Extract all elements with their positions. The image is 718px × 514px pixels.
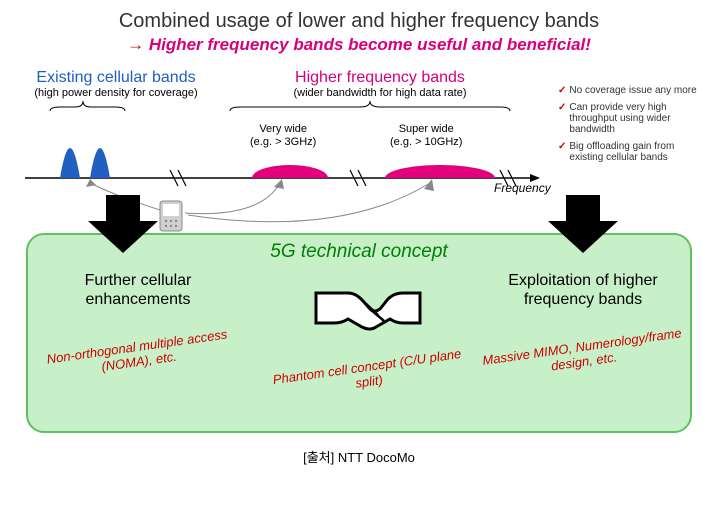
check-icon: ✓ [558,85,566,96]
subtitle: → Higher frequency bands become useful a… [20,35,698,55]
check-icon: ✓ [558,141,566,163]
down-arrow-icon [548,195,618,255]
bullet-item: ✓No coverage issue any more [558,85,698,96]
bullet-item: ✓Big offloading gain from existing cellu… [558,141,698,163]
left-detail: Non-orthogonal multiple access (NOMA), e… [37,326,239,384]
concept-box: 5G technical concept Further cellularenh… [26,233,692,433]
bullet-item: ✓Can provide very high throughput using … [558,102,698,135]
check-icon: ✓ [558,102,566,135]
benefits-list: ✓No coverage issue any more ✓Can provide… [558,85,698,169]
down-arrow-icon [88,195,158,255]
subtitle-text: Higher frequency bands become useful and… [149,35,591,54]
center-detail: Phantom cell concept (C/U plane split) [267,345,469,403]
left-heading: Further cellularenhancements [38,271,238,309]
handshake-icon [308,271,428,351]
frequency-axis-label: Frequency [494,181,551,195]
arrow-icon: → [127,35,149,54]
main-title: Combined usage of lower and higher frequ… [20,10,698,33]
right-detail: Massive MIMO, Numerology/frame design, e… [477,325,689,384]
right-heading: Exploitation of higherfrequency bands [478,271,688,309]
source-credit: [출처] NTT DocoMo [20,447,698,466]
